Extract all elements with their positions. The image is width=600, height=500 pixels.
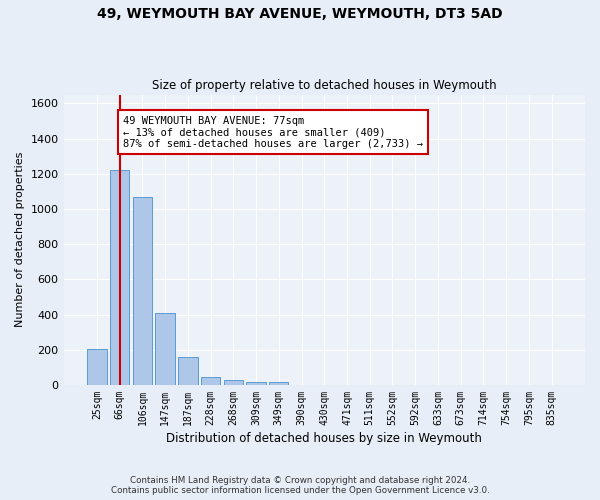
Bar [155, 313, 175, 385]
Title: Size of property relative to detached houses in Weymouth: Size of property relative to detached ho… [152, 79, 497, 92]
Text: 49 WEYMOUTH BAY AVENUE: 77sqm
← 13% of detached houses are smaller (409)
87% of : 49 WEYMOUTH BAY AVENUE: 77sqm ← 13% of d… [123, 116, 423, 149]
Bar [87, 349, 107, 385]
Bar [201, 377, 220, 385]
Bar [110, 170, 130, 385]
Bar [133, 196, 152, 385]
Text: Contains HM Land Registry data © Crown copyright and database right 2024.
Contai: Contains HM Land Registry data © Crown c… [110, 476, 490, 495]
Bar [178, 357, 197, 385]
Bar [247, 382, 266, 385]
Text: 49, WEYMOUTH BAY AVENUE, WEYMOUTH, DT3 5AD: 49, WEYMOUTH BAY AVENUE, WEYMOUTH, DT3 5… [97, 8, 503, 22]
X-axis label: Distribution of detached houses by size in Weymouth: Distribution of detached houses by size … [166, 432, 482, 445]
Bar [224, 380, 243, 385]
Y-axis label: Number of detached properties: Number of detached properties [15, 152, 25, 328]
Bar [269, 382, 289, 385]
